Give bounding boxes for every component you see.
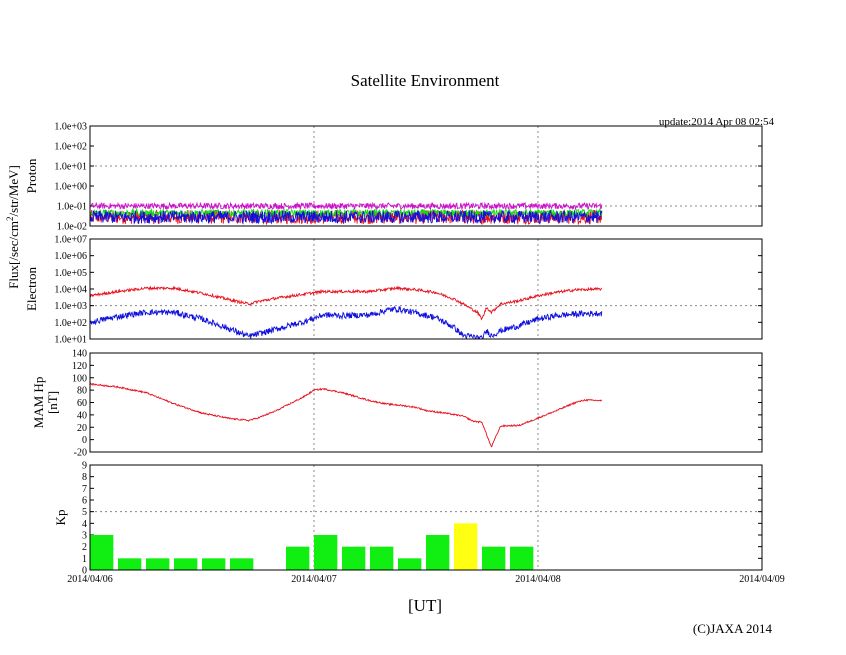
flux-axis-label: Flux[/sec/cm2/str/MeV] [5,165,21,289]
y-tick-label: 1.0e+06 [54,251,87,262]
kp-bar [426,535,450,570]
copyright: (C)JAXA 2014 [693,621,773,636]
y-tick-label: 1.0e+01 [54,335,87,346]
panel-ylabel: Electron [24,266,39,311]
y-tick-label: 1.0e+05 [54,268,87,279]
y-tick-label: 1.0e+03 [54,122,87,133]
plot-area-proton [90,201,603,226]
y-tick-label: 2 [82,542,87,553]
kp-bar [314,535,338,570]
plot-area-kp [90,523,534,570]
kp-bar [398,558,422,570]
plot-area-electron [90,285,603,339]
y-tick-label: 7 [82,484,87,495]
panels: 1.0e+03 1.0e+02 1.0e+01 1.0e+00 1.0e-01 1.0e-… [24,122,785,586]
panel-ylabel-unit: [nT] [45,391,60,414]
chart-title: Satellite Environment [351,71,500,90]
x-tick-label: 2014/04/09 [739,574,785,585]
y-tick-label: 3 [82,531,87,542]
panel-frame [89,464,763,571]
y-tick-label: 6 [82,496,87,507]
y-tick-label: 1.0e+02 [54,318,87,329]
kp-bar [510,546,534,570]
kp-bar [454,523,478,570]
panel-electron: 1.0e+07 1.0e+06 1.0e+05 1.0e+04 1.0e+03 1.0e+… [24,235,763,346]
panel-ylabel: MAM Hp [31,377,46,429]
plot-area-mam [90,382,603,448]
y-tick-label: 120 [72,361,87,372]
y-tick-label: 1.0e+07 [54,235,87,246]
y-tick-label: 1.0e+04 [54,285,87,296]
panel-ylabel: Kp [53,510,68,526]
x-tick-label: 2014/04/07 [291,574,337,585]
y-tick-label: 20 [77,423,87,434]
kp-bar [230,558,254,570]
y-tick-label: 5 [82,507,87,518]
kp-bar [174,558,198,570]
y-tick-label: 4 [82,519,87,530]
x-axis-label: [UT] [408,596,442,615]
y-tick-label: 40 [77,410,87,421]
y-tick-label: 8 [82,472,87,483]
kp-bar [342,546,366,570]
y-tick-label: 1.0e-02 [57,222,87,233]
series-line-proton-blue [90,209,603,225]
kp-bar [202,558,226,570]
flux-axis-label-part1: Flux[/sec/cm [6,221,21,289]
update-timestamp: update:2014 Apr 08 02:54 [659,116,775,128]
y-tick-label: 0 [82,566,87,577]
y-tick-label: 1.0e+02 [54,142,87,153]
y-tick-label: 9 [82,461,87,472]
series-line-proton-magenta [90,201,603,211]
series-line-electron-high [90,285,603,321]
panel-ylabel: Proton [24,158,39,193]
y-tick-label: 60 [77,398,87,409]
kp-bar [482,546,506,570]
y-tick-label: 80 [77,386,87,397]
y-tick-label: 100 [72,373,87,384]
y-tick-label: 1.0e+00 [54,182,87,193]
kp-bar [286,546,310,570]
kp-bar [370,546,394,570]
y-tick-label: 1.0e+03 [54,301,87,312]
series-line-mam-hp [90,382,603,448]
flux-axis-label-part2: /str/MeV] [6,165,21,216]
y-tick-label: 1.0e-01 [57,202,87,213]
y-tick-label: -20 [74,448,87,459]
series-line-electron-low [90,305,603,339]
kp-bar [118,558,142,570]
x-tick-label: 2014/04/06 [67,574,113,585]
panel-frame [89,125,763,227]
y-tick-label: 140 [72,349,87,360]
panel-frame [89,238,763,340]
y-tick-label: 1.0e+01 [54,162,87,173]
panel-proton: 1.0e+03 1.0e+02 1.0e+01 1.0e+00 1.0e-01 1.0e-… [24,122,763,233]
y-tick-label: 0 [82,435,87,446]
y-tick-label: 1 [82,554,87,565]
kp-bar [146,558,170,570]
flux-axis-label-sup: 2 [5,216,15,221]
x-tick-label: 2014/04/08 [515,574,561,585]
panel-frame [89,352,763,453]
kp-bar [90,535,114,570]
